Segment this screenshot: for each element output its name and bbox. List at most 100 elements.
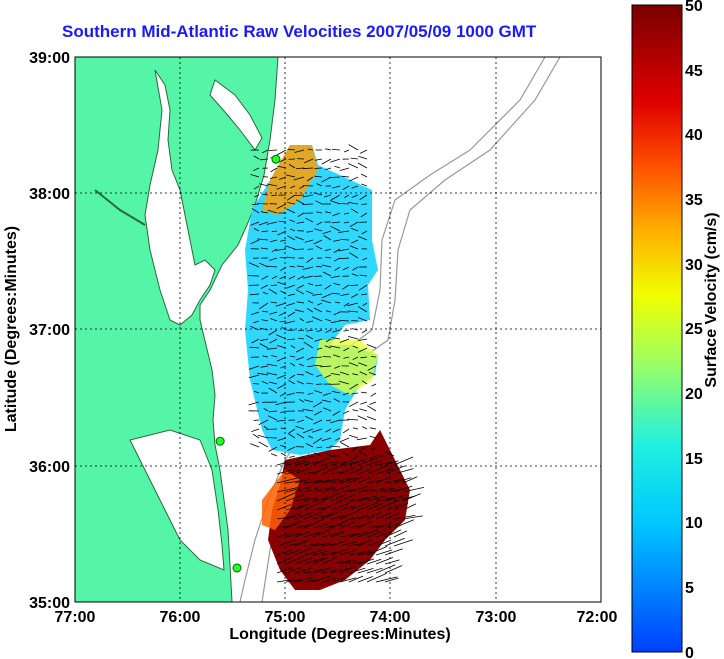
velocity-arrow: [393, 530, 407, 538]
velocity-arrow: [314, 452, 323, 457]
velocity-arrow: [375, 468, 394, 475]
velocity-arrow: [322, 407, 332, 412]
velocity-arrow: [281, 326, 287, 331]
velocity-arrow: [305, 415, 314, 421]
velocity-field: [245, 145, 410, 590]
velocity-arrow: [314, 158, 323, 161]
velocity-arrow: [349, 252, 359, 259]
velocity-arrow: [285, 302, 296, 307]
velocity-arrow: [366, 525, 381, 529]
velocity-arrow: [316, 221, 323, 226]
velocity-arrow: [351, 194, 359, 198]
velocity-arrow: [249, 346, 260, 349]
velocity-arrow: [361, 183, 368, 187]
velocity-arrow: [340, 293, 350, 296]
velocity-arrow: [339, 338, 350, 343]
velocity-arrow: [322, 392, 332, 396]
velocity-arrow: [333, 248, 341, 253]
velocity-arrow: [312, 557, 328, 565]
velocity-arrow: [260, 284, 269, 289]
velocity-arrow: [279, 320, 287, 323]
velocity-arrow: [324, 345, 332, 349]
velocity-arrow: [348, 144, 359, 151]
velocity-arrow: [312, 528, 331, 538]
velocity-arrow: [333, 282, 341, 286]
velocity-arrow: [321, 478, 341, 484]
velocity-arrow: [262, 193, 269, 196]
velocity-arrow: [311, 428, 323, 433]
velocity-arrow: [316, 446, 323, 449]
velocity-arrow: [351, 185, 359, 189]
velocity-arrow: [361, 230, 368, 235]
velocity-arrow: [357, 520, 373, 529]
velocity-arrow: [253, 155, 260, 160]
velocity-arrow: [384, 537, 405, 547]
velocity-arrow: [308, 435, 314, 439]
velocity-arrow: [358, 236, 368, 241]
velocity-arrow: [366, 487, 384, 493]
velocity-arrow: [306, 329, 314, 332]
velocity-arrow: [284, 245, 296, 250]
velocity-arrow: [384, 504, 402, 511]
velocity-arrow: [350, 208, 359, 214]
velocity-arrow: [321, 500, 341, 511]
velocity-arrow: [339, 437, 350, 443]
velocity-arrow: [270, 318, 278, 322]
velocity-arrow: [321, 293, 332, 299]
velocity-arrow: [287, 446, 296, 451]
velocity-arrow: [348, 531, 368, 538]
velocity-region-north-warm: [262, 145, 318, 215]
velocity-arrow: [268, 329, 278, 336]
velocity-arrow: [325, 428, 332, 433]
velocity-arrow: [269, 311, 278, 315]
velocity-arrow: [320, 365, 332, 368]
velocity-arrow: [330, 158, 341, 163]
velocity-arrow: [250, 221, 260, 226]
velocity-arrow: [384, 478, 404, 484]
velocity-arrow: [306, 382, 314, 385]
velocity-arrow: [251, 203, 260, 205]
velocity-arrow: [370, 392, 377, 397]
velocity-arrow: [366, 344, 377, 349]
velocity-arrow: [348, 476, 363, 484]
velocity-arrow: [260, 365, 269, 368]
velocity-arrow: [339, 532, 360, 538]
velocity-arrow: [307, 283, 314, 286]
velocity-arrow: [285, 532, 303, 538]
velocity-arrow: [303, 531, 320, 538]
velocity-arrow: [314, 390, 323, 394]
velocity-arrow: [284, 320, 296, 324]
velocity-arrow: [330, 515, 346, 520]
velocity-arrow: [296, 347, 305, 353]
velocity-arrow: [261, 230, 269, 233]
velocity-arrow: [312, 293, 323, 296]
velocity-arrow: [257, 238, 269, 241]
velocity-arrow: [290, 355, 296, 358]
velocity-arrow: [315, 245, 323, 250]
velocity-arrow: [334, 301, 341, 304]
velocity-arrow: [312, 542, 330, 547]
velocity-arrow: [360, 212, 368, 218]
velocity-arrow: [289, 219, 296, 223]
velocity-arrow: [312, 523, 328, 529]
velocity-arrow: [302, 167, 314, 170]
velocity-arrow: [361, 329, 368, 334]
velocity-arrow: [253, 419, 260, 421]
velocity-arrow: [348, 467, 364, 475]
colorbar-tick-label: 25: [685, 321, 703, 338]
velocity-arrow: [276, 539, 297, 547]
colorbar-tick-label: 5: [685, 580, 694, 597]
velocity-arrow: [339, 549, 357, 556]
velocity-arrow: [275, 248, 287, 251]
velocity-arrow: [304, 399, 314, 403]
velocity-arrow: [293, 248, 305, 250]
velocity-arrow: [253, 320, 260, 324]
velocity-arrow: [285, 566, 303, 574]
velocity-arrow: [262, 149, 269, 154]
velocity-arrow: [369, 435, 377, 439]
velocity-arrow: [338, 248, 350, 252]
velocity-arrow: [303, 578, 320, 583]
velocity-arrow: [294, 497, 311, 502]
velocity-arrow: [260, 211, 269, 214]
velocity-arrow: [348, 575, 364, 583]
